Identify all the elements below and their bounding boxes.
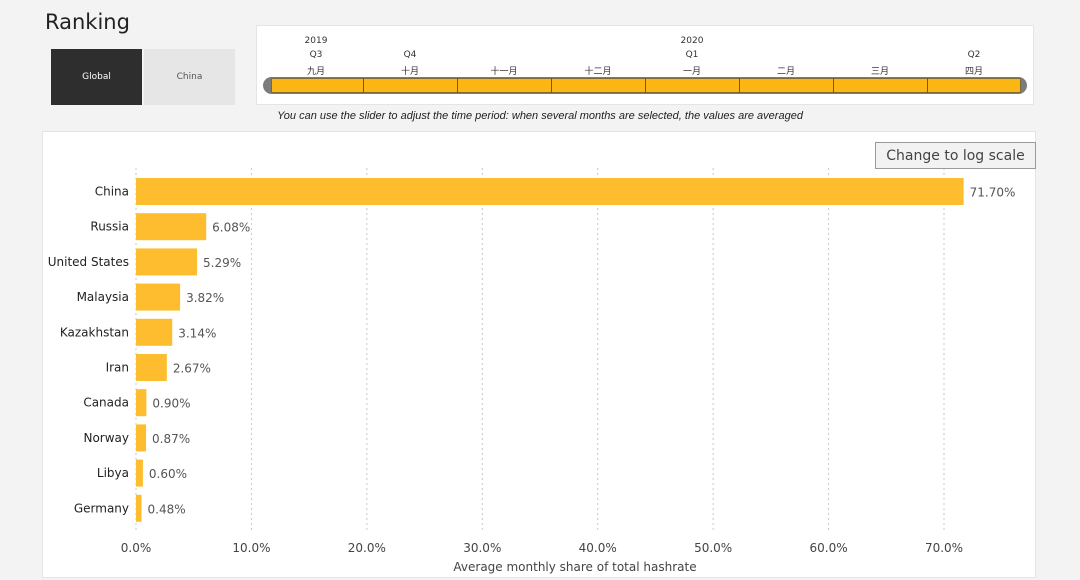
month-label: 四月 [964,67,984,77]
global-toggle-button[interactable]: Global [51,49,142,105]
page-title: Ranking [45,10,130,34]
slider-month-divider [363,78,364,93]
slider-month-divider [551,78,552,93]
bar[interactable] [136,494,142,522]
slider-month-divider [739,78,740,93]
category-label: Germany [74,501,129,515]
value-label: 5.29% [203,256,241,270]
bar[interactable] [136,318,173,346]
x-tick-label: 0.0% [121,541,152,555]
bar[interactable] [136,459,143,487]
month-label: 十一月 [490,67,518,77]
value-label: 2.67% [173,362,211,376]
month-label: 二月 [776,67,796,77]
x-tick-label: 40.0% [579,541,617,555]
x-tick-label: 10.0% [232,541,270,555]
value-label: 0.60% [149,467,187,481]
value-label: 3.82% [186,291,224,305]
month-label: 一月 [682,67,702,77]
year-label-2020: 2020 [680,36,704,46]
quarter-label-q1: Q1 [685,50,699,60]
time-slider-panel: 2019 2020 Q3 Q4 Q1 Q2 九月 十月 十一月 十二月 一月 二… [256,25,1034,105]
bar[interactable] [136,178,964,205]
quarter-label-q3: Q3 [309,50,323,60]
category-label: United States [48,255,129,269]
category-label: Norway [83,431,129,445]
category-label: Canada [83,396,129,410]
china-toggle-button[interactable]: China [144,49,235,105]
slider-month-divider [457,78,458,93]
month-label: 十二月 [584,67,612,77]
category-label: Iran [106,361,129,375]
bar[interactable] [136,283,181,311]
category-label: Malaysia [77,290,129,304]
month-label: 十月 [400,67,420,77]
quarter-label-q2: Q2 [967,50,981,60]
slider-hint-text: You can use the slider to adjust the tim… [277,110,803,122]
category-label: Libya [97,466,129,480]
x-tick-label: 30.0% [463,541,501,555]
x-tick-label: 60.0% [810,541,848,555]
category-label: China [95,185,129,199]
value-label: 3.14% [178,326,216,340]
value-label: 0.48% [148,502,186,516]
log-scale-button[interactable]: Change to log scale [875,142,1036,169]
slider-month-divider [927,78,928,93]
bar[interactable] [136,213,207,241]
chart-panel [42,131,1036,578]
value-label: 71.70% [970,186,1016,200]
category-label: Russia [90,220,129,234]
slider-month-divider [645,78,646,93]
month-label: 三月 [870,67,890,77]
bar[interactable] [136,354,167,381]
quarter-label-q4: Q4 [403,50,417,60]
x-tick-label: 70.0% [925,541,963,555]
x-axis-title: Average monthly share of total hashrate [453,560,696,574]
category-label: Kazakhstan [60,325,129,339]
bar[interactable] [136,389,147,417]
year-label-2019: 2019 [304,36,328,46]
slider-month-divider [833,78,834,93]
bar[interactable] [136,248,198,276]
bar[interactable] [136,424,147,452]
x-tick-label: 20.0% [348,541,386,555]
value-label: 0.90% [152,397,190,411]
x-tick-label: 50.0% [694,541,732,555]
month-label: 九月 [306,67,326,77]
value-label: 0.87% [152,432,190,446]
value-label: 6.08% [212,221,250,235]
